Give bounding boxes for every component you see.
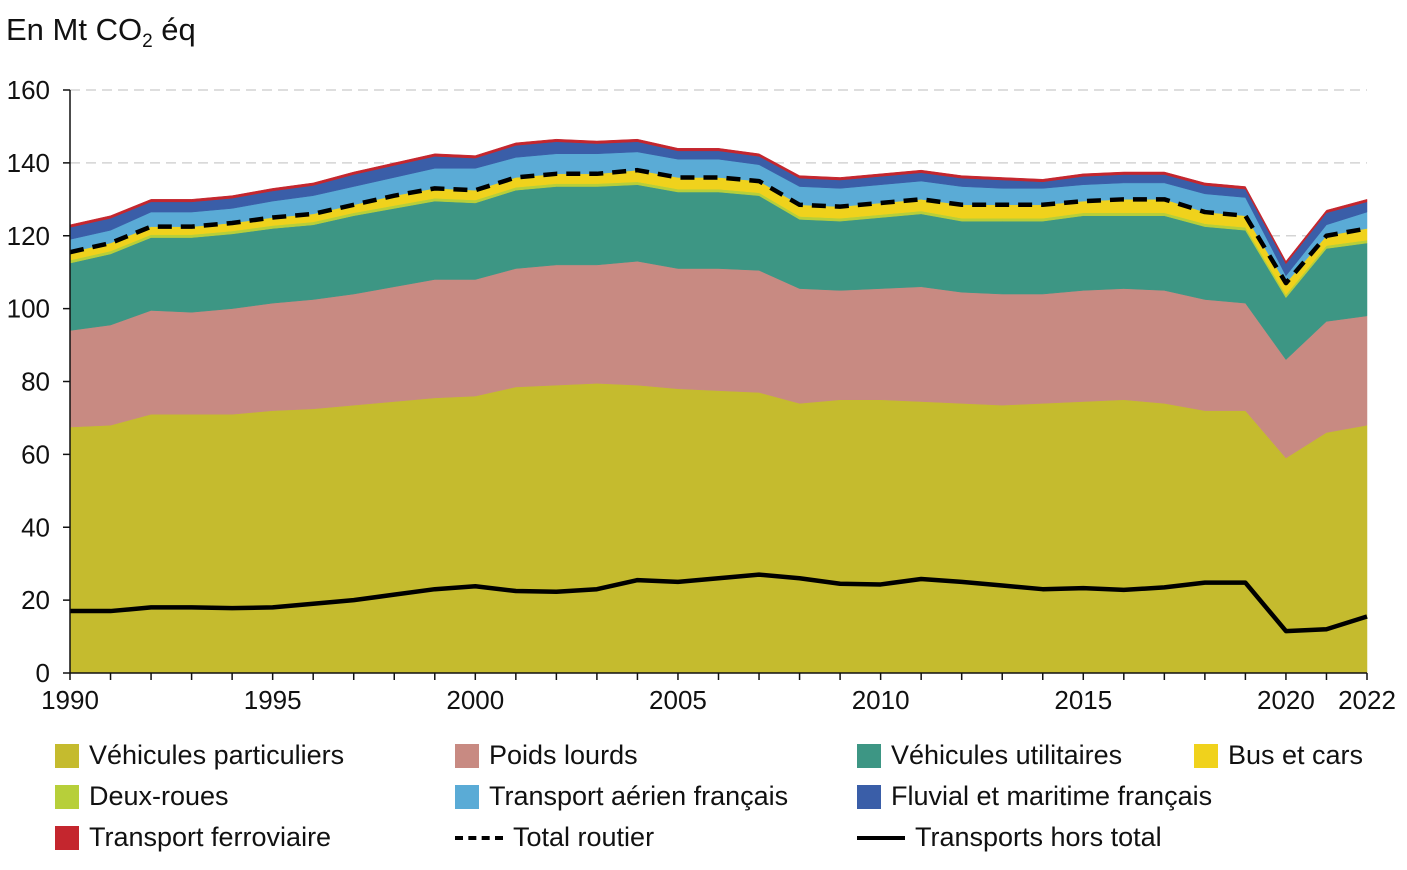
y-tick-label: 20 (21, 585, 50, 615)
x-tick-label: 2015 (1054, 685, 1112, 715)
axes: 0 20 40 60 80 100 120 140 160 1990 1995 2000 2005 201… (7, 75, 1396, 715)
x-tick-label: 2022 (1338, 685, 1396, 715)
area-v-hicules-particuliers (69, 383, 1368, 674)
x-tick-label: 1995 (244, 685, 302, 715)
x-tick-label: 2000 (446, 685, 504, 715)
x-tick-label: 2020 (1257, 685, 1315, 715)
line-total-routier (69, 167, 1368, 286)
y-tick-label: 160 (7, 75, 50, 105)
x-tick-label: 2010 (852, 685, 910, 715)
y-tick-label: 120 (7, 221, 50, 251)
y-tick-label: 0 (36, 658, 50, 688)
x-tick-label: 2005 (649, 685, 707, 715)
line-series (69, 167, 1368, 634)
y-tick-label: 40 (21, 512, 50, 542)
area-layers (69, 138, 1368, 674)
y-tick-label: 80 (21, 367, 50, 397)
x-tick-label: 1990 (41, 685, 99, 715)
y-tick-label: 100 (7, 294, 50, 324)
y-tick-label: 60 (21, 439, 50, 469)
chart-title: En Mt CO2 éq (6, 12, 196, 52)
y-tick-label: 140 (7, 148, 50, 178)
area-transport-ferroviaire (69, 138, 1368, 265)
line-transports-hors-total (70, 572, 1368, 634)
